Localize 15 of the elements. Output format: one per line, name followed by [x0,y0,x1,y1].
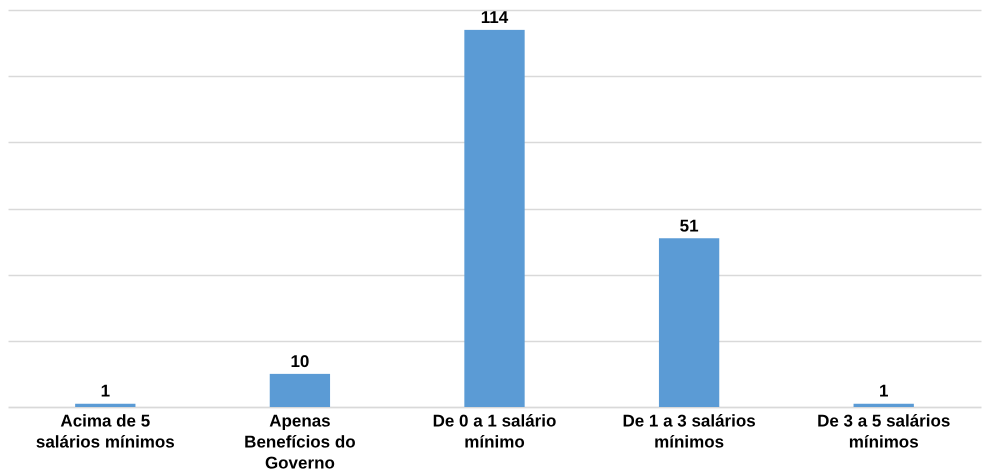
x-tick-label: De 0 a 1 salário mínimo [432,412,556,452]
x-tick-label: De 3 a 5 salários mínimos [817,412,950,452]
data-label: 1 [878,382,888,401]
bar [464,30,525,407]
bar [658,238,720,407]
bar [854,404,914,407]
data-label: 1 [100,382,110,401]
bar [270,374,330,407]
data-label: 114 [480,8,509,27]
x-tick-label: Acima de 5 salários mínimos [36,412,175,452]
x-tick-label: Apenas Benefícios do Governo [244,412,356,472]
bar [75,404,136,407]
data-label: 10 [290,352,310,371]
x-tick-label: De 1 a 3 salários mínimos [622,412,756,452]
data-label: 51 [680,216,699,236]
